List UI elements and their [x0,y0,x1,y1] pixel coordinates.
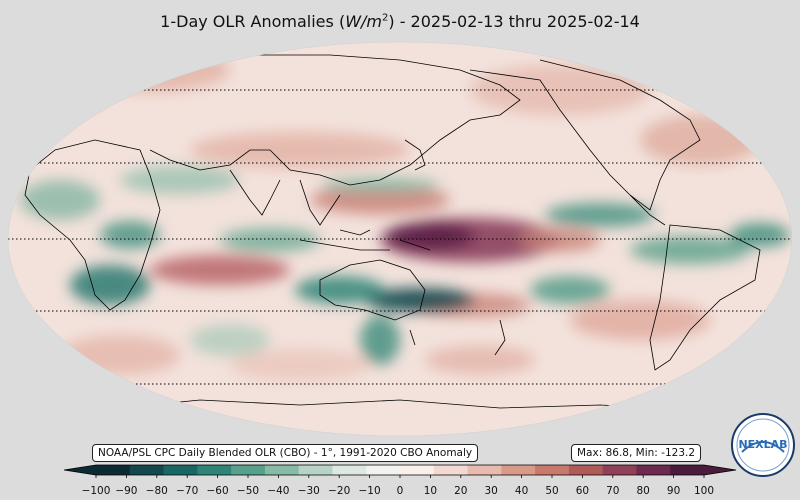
colorbar-tick-label: 70 [606,485,619,497]
colorbar-tick-label: −100 [82,485,111,497]
logo-text: NEXLAB [738,438,787,451]
colorbar-tick-label: −20 [328,485,350,497]
colorbar-tick-label: −30 [298,485,320,497]
colorbar-segment [568,465,604,475]
colorbar-segment [231,465,266,475]
colorbar-segment [96,465,131,475]
colorbar-segment [197,465,232,475]
stats-label: Max: 86.8, Min: -123.2 [571,444,702,462]
colorbar-extend-high [704,465,736,475]
colorbar-tick-label: 0 [397,485,404,497]
colorbar-tick-label: −60 [207,485,229,497]
colorbar-tick-label: 20 [454,485,467,497]
max-value: 86.8, [605,447,633,459]
colorbar-tick-label: 60 [576,485,589,497]
colorbar-segment [129,465,165,475]
colorbar: −100 −90 −80 −70 −60 −50 −40 −30 −20 −10 0 10 20 30 40… [63,464,737,497]
colorbar-segment [535,465,570,475]
colorbar-tick-label: 80 [637,485,650,497]
colorbar-segment [298,465,333,475]
min-label: Min: [635,447,658,459]
data-source-text: NOAA/PSL CPC Daily Blended OLR (CBO) - 1… [98,447,473,459]
colorbar-segments [63,464,737,476]
colorbar-tick-label: 10 [424,485,437,497]
colorbar-ticks: −100 −90 −80 −70 −60 −50 −40 −30 −20 −10 0 10 20 30 40… [82,475,714,497]
min-value: -123.2 [661,447,696,459]
colorbar-segment [636,465,671,475]
colorbar-tick-label: 50 [545,485,558,497]
colorbar-tick-label: −70 [176,485,198,497]
colorbar-tick-label: −40 [267,485,289,497]
colorbar-tick-label: −80 [146,485,168,497]
colorbar-segment [433,465,469,475]
colorbar-tick-label: −10 [359,485,381,497]
colorbar-tick-label: −90 [115,485,137,497]
title-prefix: 1-Day OLR Anomalies ( [160,12,346,31]
nexlab-logo: NEXLAB [731,413,795,477]
colorbar-extend-low [64,465,96,475]
colorbar-segment [163,465,198,475]
colorbar-segment [467,465,502,475]
page-title: 1-Day OLR Anomalies (W/m2) - 2025-02-13 … [0,12,800,31]
colorbar-segment [366,465,401,475]
colorbar-tick-label: 100 [694,485,714,497]
title-unit-exponent: 2 [381,12,389,24]
data-source-label: NOAA/PSL CPC Daily Blended OLR (CBO) - 1… [92,444,479,462]
colorbar-segment [332,465,367,475]
colorbar-tick-label: 90 [667,485,680,497]
title-suffix: ) - 2025-02-13 thru 2025-02-14 [388,12,640,31]
max-label: Max: [577,447,603,459]
colorbar-segment [602,465,637,475]
colorbar-segment [670,465,705,475]
colorbar-tick-label: −50 [237,485,259,497]
map-globe [8,42,792,436]
colorbar-segment [264,465,300,475]
globe-outline [7,41,793,437]
colorbar-tick-label: 40 [515,485,528,497]
title-unit: W/m [345,12,382,31]
colorbar-segment [400,465,435,475]
colorbar-tick-label: 30 [485,485,498,497]
colorbar-segment [501,465,536,475]
